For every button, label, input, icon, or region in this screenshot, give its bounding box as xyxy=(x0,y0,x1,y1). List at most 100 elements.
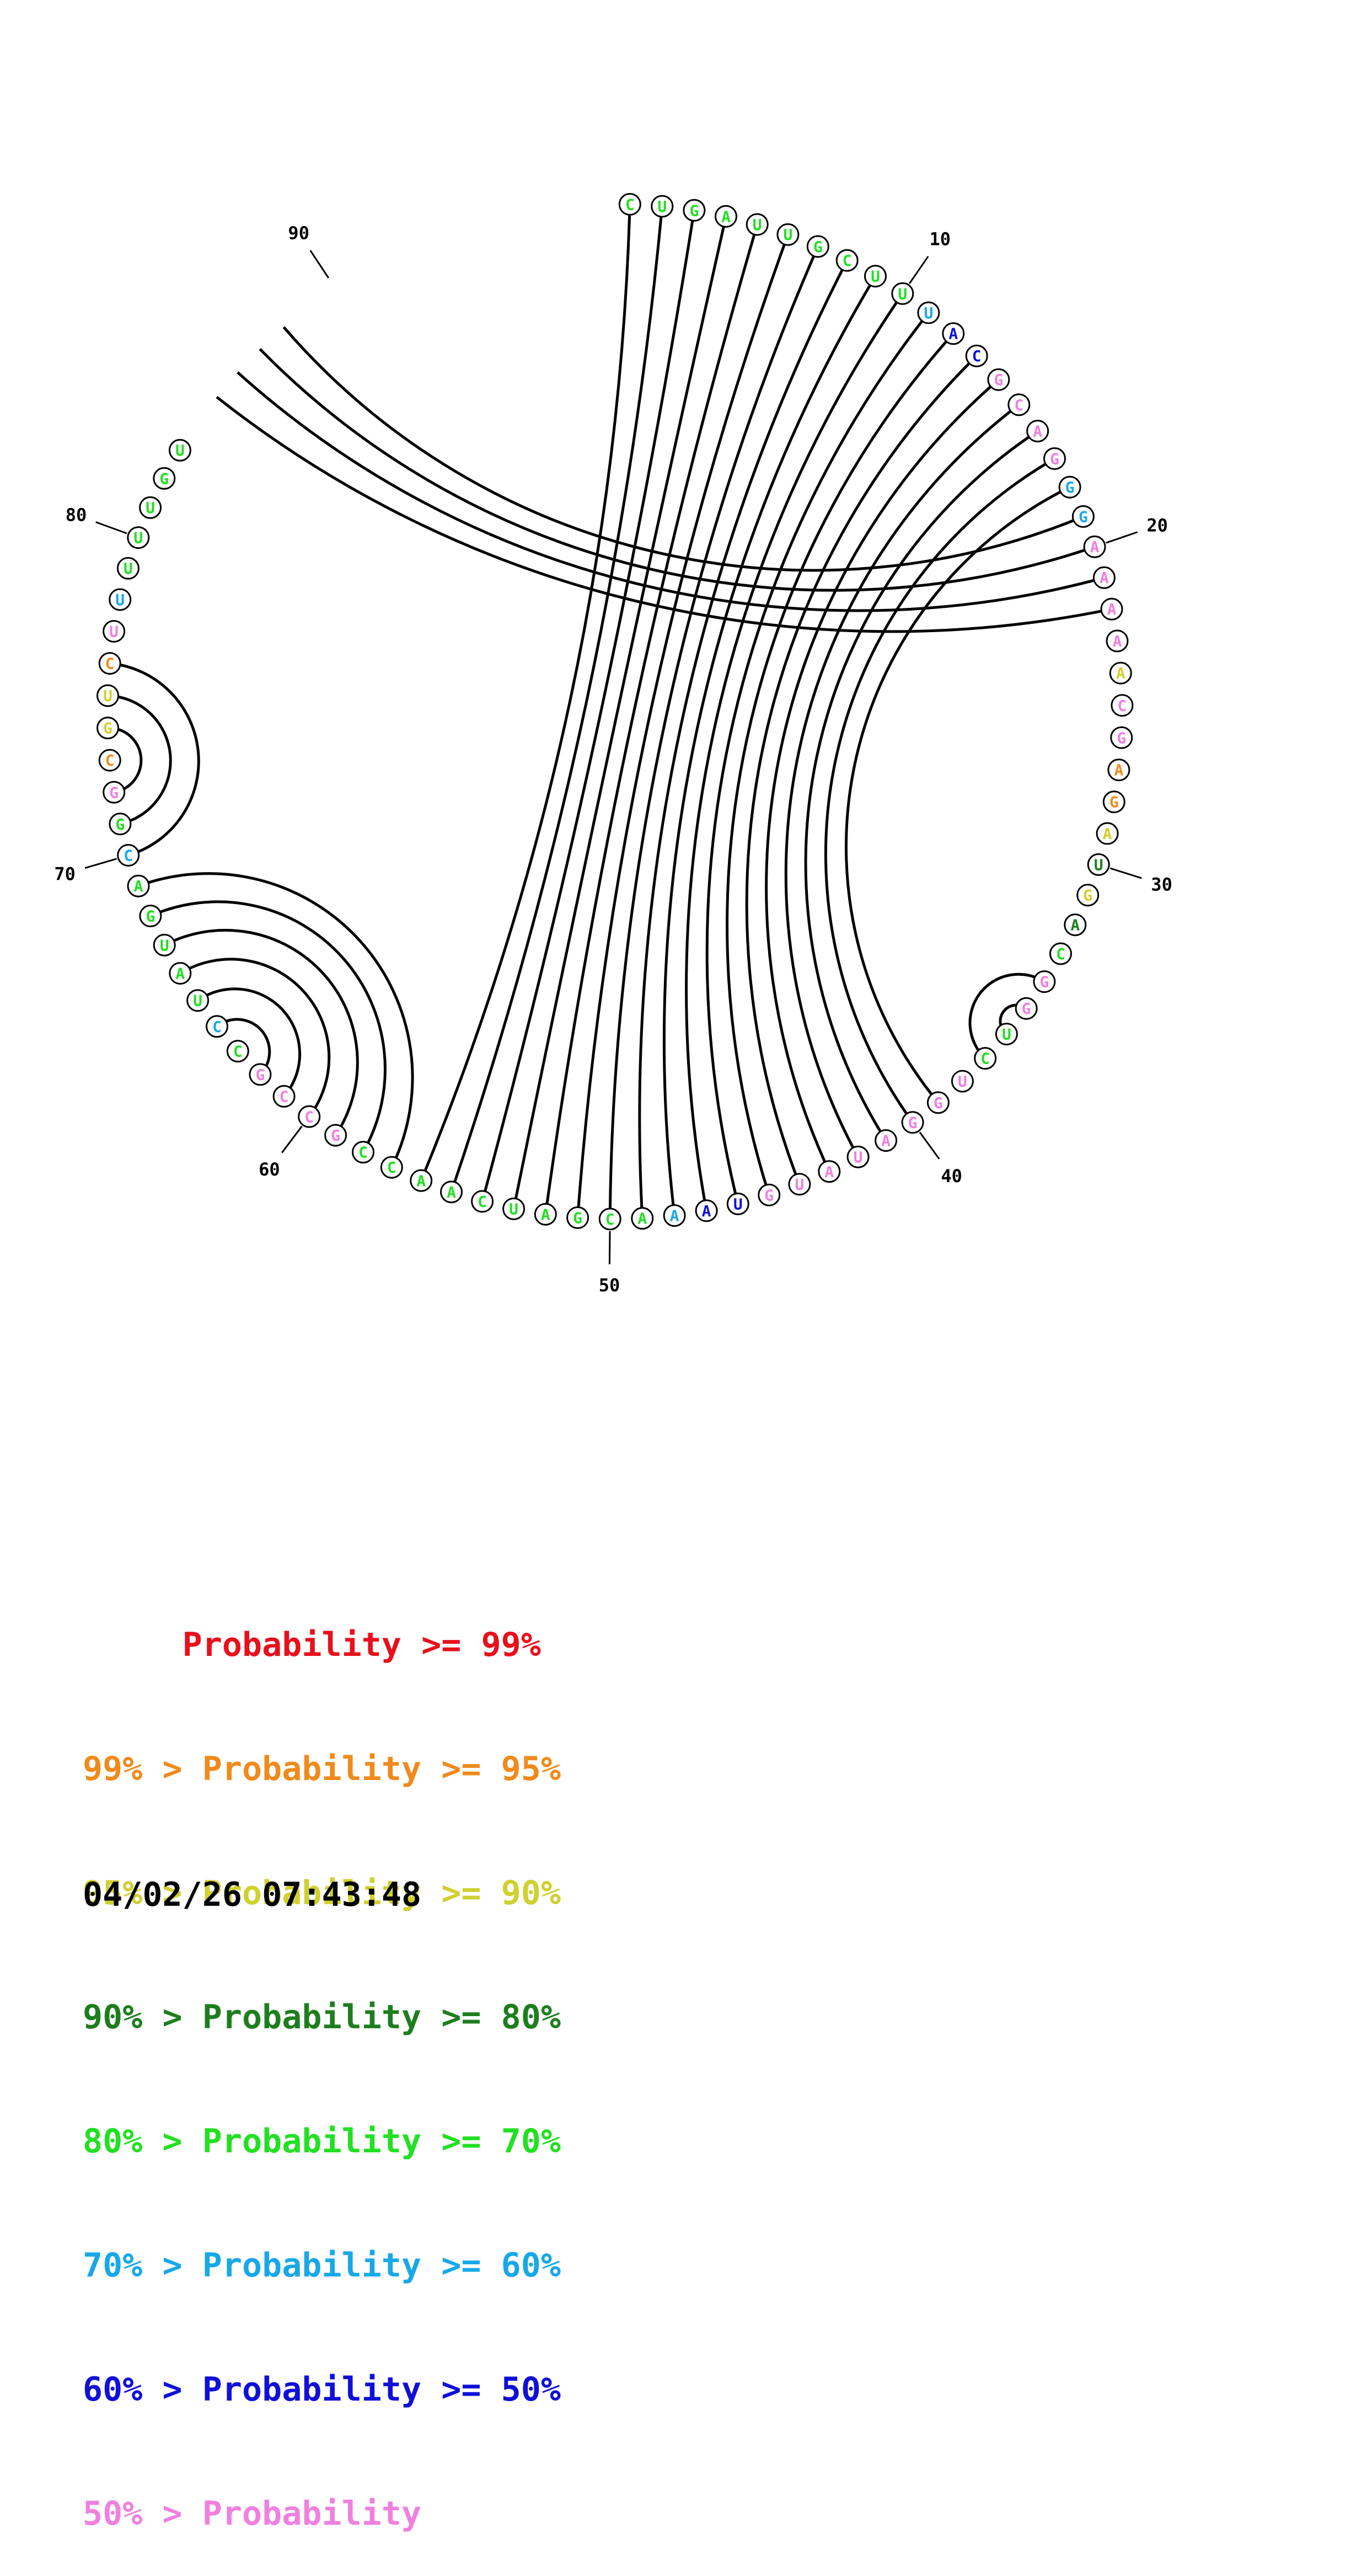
nucleotide-circle xyxy=(206,1015,228,1038)
base-pair-arc xyxy=(705,312,930,1205)
nucleotide-letter: U xyxy=(871,268,880,286)
nucleotide: A xyxy=(1092,566,1116,589)
base-pair-arc xyxy=(726,333,955,1196)
tick-line xyxy=(908,255,929,284)
base-pair-arc xyxy=(804,430,1039,1141)
nucleotide-circle xyxy=(103,781,126,804)
nucleotide: A xyxy=(410,1169,433,1192)
nucleotide-letter: C xyxy=(358,1143,368,1162)
legend-row-60: 70% > Probability >= 60% xyxy=(83,2246,561,2285)
tick-label: 30 xyxy=(1151,874,1172,895)
nucleotide: A xyxy=(1083,535,1106,558)
nucleotide: U xyxy=(788,1173,811,1196)
nucleotide-letter: A xyxy=(881,1132,891,1150)
nucleotide-letter: U xyxy=(103,687,112,705)
nucleotide: A xyxy=(169,962,192,985)
nucleotide-letter: G xyxy=(103,719,112,737)
tick-line xyxy=(1106,531,1138,544)
nucleotide-circle xyxy=(186,989,210,1012)
nucleotide: A xyxy=(875,1129,898,1152)
nucleotide-circle xyxy=(139,496,162,519)
nucleotide: A xyxy=(1106,629,1129,653)
nucleotide-letter: C xyxy=(105,751,115,769)
nucleotide: G xyxy=(1058,475,1081,499)
nucleotide-circle xyxy=(97,717,119,740)
nucleotide-letter: G xyxy=(689,201,699,220)
nucleotide-circle xyxy=(1087,853,1110,876)
base-pair-arc xyxy=(765,378,1000,1172)
nucleotide-circle xyxy=(534,1203,557,1226)
nucleotide-circle xyxy=(806,235,829,258)
base-pair-arc xyxy=(638,259,849,1218)
nucleotide: C xyxy=(98,749,121,772)
nucleotide-circle xyxy=(272,1085,296,1108)
nucleotide-letter: U xyxy=(924,304,933,322)
nucleotide: G xyxy=(1102,790,1125,814)
base-pair-arc xyxy=(745,355,978,1185)
legend-row-low: 50% > Probability xyxy=(83,2494,422,2533)
nucleotide-letter: G xyxy=(159,469,169,488)
tick-label: 80 xyxy=(66,504,87,525)
nucleotide: U xyxy=(891,282,914,305)
nucleotide-letter: A xyxy=(447,1183,456,1201)
nucleotide: G xyxy=(758,1183,781,1206)
nucleotide-letter: C xyxy=(387,1158,396,1177)
tick-line xyxy=(1109,867,1142,879)
nucleotide: C xyxy=(272,1085,296,1108)
nucleotide-circle xyxy=(127,874,150,897)
nucleotide: A xyxy=(1096,822,1119,845)
legend-row-80: 90% > Probability >= 80% xyxy=(83,1998,561,2037)
nucleotide-circle xyxy=(168,439,191,462)
nucleotide: G xyxy=(139,905,162,927)
nucleotide: A xyxy=(440,1180,463,1204)
nucleotide-letter: U xyxy=(124,559,133,578)
tick-line xyxy=(84,858,117,869)
nucleotide-letter: C xyxy=(972,347,982,365)
nucleotide-letter: U xyxy=(783,226,792,244)
nucleotide-letter: A xyxy=(1100,569,1109,587)
position-ticks: 10 20 30 40 50 60 70 80 90 xyxy=(54,222,1172,1296)
nucleotide: U xyxy=(153,933,176,956)
nucleotide: U xyxy=(776,223,800,246)
nucleotide-letter: A xyxy=(1107,600,1117,618)
nucleotide: U xyxy=(103,620,126,643)
nucleotide-letter: G xyxy=(934,1094,943,1112)
nucleotide: U xyxy=(139,496,162,519)
base-pair-arc xyxy=(608,245,819,1220)
nucleotide-letter: C xyxy=(280,1088,289,1106)
nucleotide: C xyxy=(1007,393,1031,416)
nucleotide-circle xyxy=(901,1111,924,1134)
nucleotide: U xyxy=(995,1023,1018,1046)
legend-row-99: Probability >= 99% xyxy=(83,1626,541,1664)
nucleotide-circle xyxy=(746,213,769,236)
nucleotide: U xyxy=(1087,853,1110,876)
nucleotide: G xyxy=(1071,505,1095,528)
nucleotide-letter: A xyxy=(1070,916,1080,934)
nucleotide-letter: C xyxy=(605,1210,615,1228)
nucleotide-circle xyxy=(758,1183,781,1206)
nucleotide: U xyxy=(186,989,210,1012)
nucleotide-circle xyxy=(1071,505,1095,528)
nucleotide-circle xyxy=(502,1198,526,1220)
nucleotide-circle xyxy=(1092,566,1116,589)
nucleotide-letter: C xyxy=(843,252,852,270)
nucleotide: G xyxy=(901,1111,924,1134)
nucleotide: C xyxy=(835,249,859,272)
nucleotide-letter: G xyxy=(1117,729,1126,747)
base-pair-arc xyxy=(138,872,414,1168)
nucleotide-circle xyxy=(663,1204,686,1227)
tick-line xyxy=(95,521,127,535)
tick-label: 20 xyxy=(1146,515,1168,536)
nucleotide-letter: G xyxy=(573,1209,582,1227)
nucleotide-circle xyxy=(153,467,176,490)
nucleotide-letter: C xyxy=(478,1193,487,1211)
base-pair-arc xyxy=(450,206,664,1193)
nucleotide-letter: U xyxy=(958,1072,967,1091)
nucleotide-letter: A xyxy=(1113,632,1122,650)
nucleotide: A xyxy=(818,1160,841,1183)
nucleotide-circle xyxy=(103,620,126,643)
nucleotide-circle xyxy=(987,368,1010,391)
nucleotide-circle xyxy=(835,249,859,272)
nucleotide: G xyxy=(153,467,176,490)
nucleotide: A xyxy=(1026,420,1049,442)
